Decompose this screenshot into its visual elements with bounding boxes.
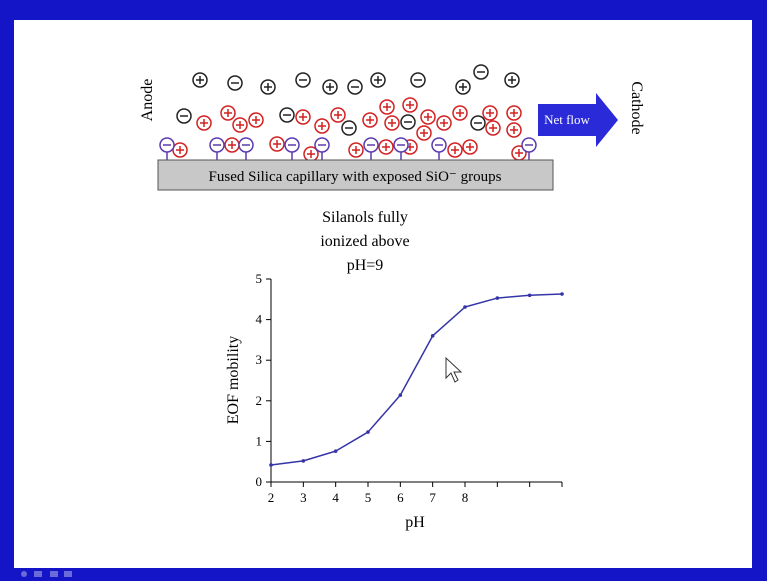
data-point (430, 334, 435, 338)
y-axis-label: EOF mobility (225, 336, 242, 424)
data-point (398, 393, 403, 397)
chart-title: ionized above (320, 233, 409, 250)
y-tick-label: 3 (256, 352, 263, 367)
ion-layer (159, 64, 537, 162)
anode-label: Anode (139, 79, 156, 122)
data-point (527, 293, 532, 298)
x-tick-label: 3 (300, 490, 307, 505)
data-point (269, 463, 273, 467)
chart-title: Silanols fully (322, 209, 408, 226)
data-point (333, 449, 338, 453)
y-tick-label: 1 (256, 433, 263, 448)
y-tick-label: 2 (256, 393, 263, 408)
x-axis-label: pH (405, 514, 425, 531)
x-tick-label: 8 (462, 490, 469, 505)
net-flow-arrow (538, 93, 618, 147)
x-tick-label: 6 (397, 490, 404, 505)
mouse-cursor (445, 356, 463, 383)
data-point (301, 459, 306, 463)
data-line (270, 293, 563, 466)
y-tick-label: 4 (256, 312, 263, 327)
x-tick-label: 5 (365, 490, 372, 505)
data-point (560, 292, 564, 296)
cathode-label: Cathode (628, 81, 645, 134)
y-tick-label: 0 (256, 474, 263, 489)
x-tick-label: 2 (268, 490, 275, 505)
chart-title: pH=9 (347, 257, 384, 274)
net-flow-label: Net flow (544, 112, 590, 127)
data-point (463, 305, 467, 309)
bottom-toolbar (21, 571, 72, 577)
data-point (495, 296, 500, 300)
capillary (157, 159, 554, 191)
x-tick-label: 7 (429, 490, 436, 505)
x-tick-label: 4 (332, 490, 339, 505)
capillary-label: Fused Silica capillary with exposed SiO⁻… (209, 169, 502, 185)
y-tick-label: 5 (256, 271, 263, 286)
data-point (366, 430, 370, 434)
